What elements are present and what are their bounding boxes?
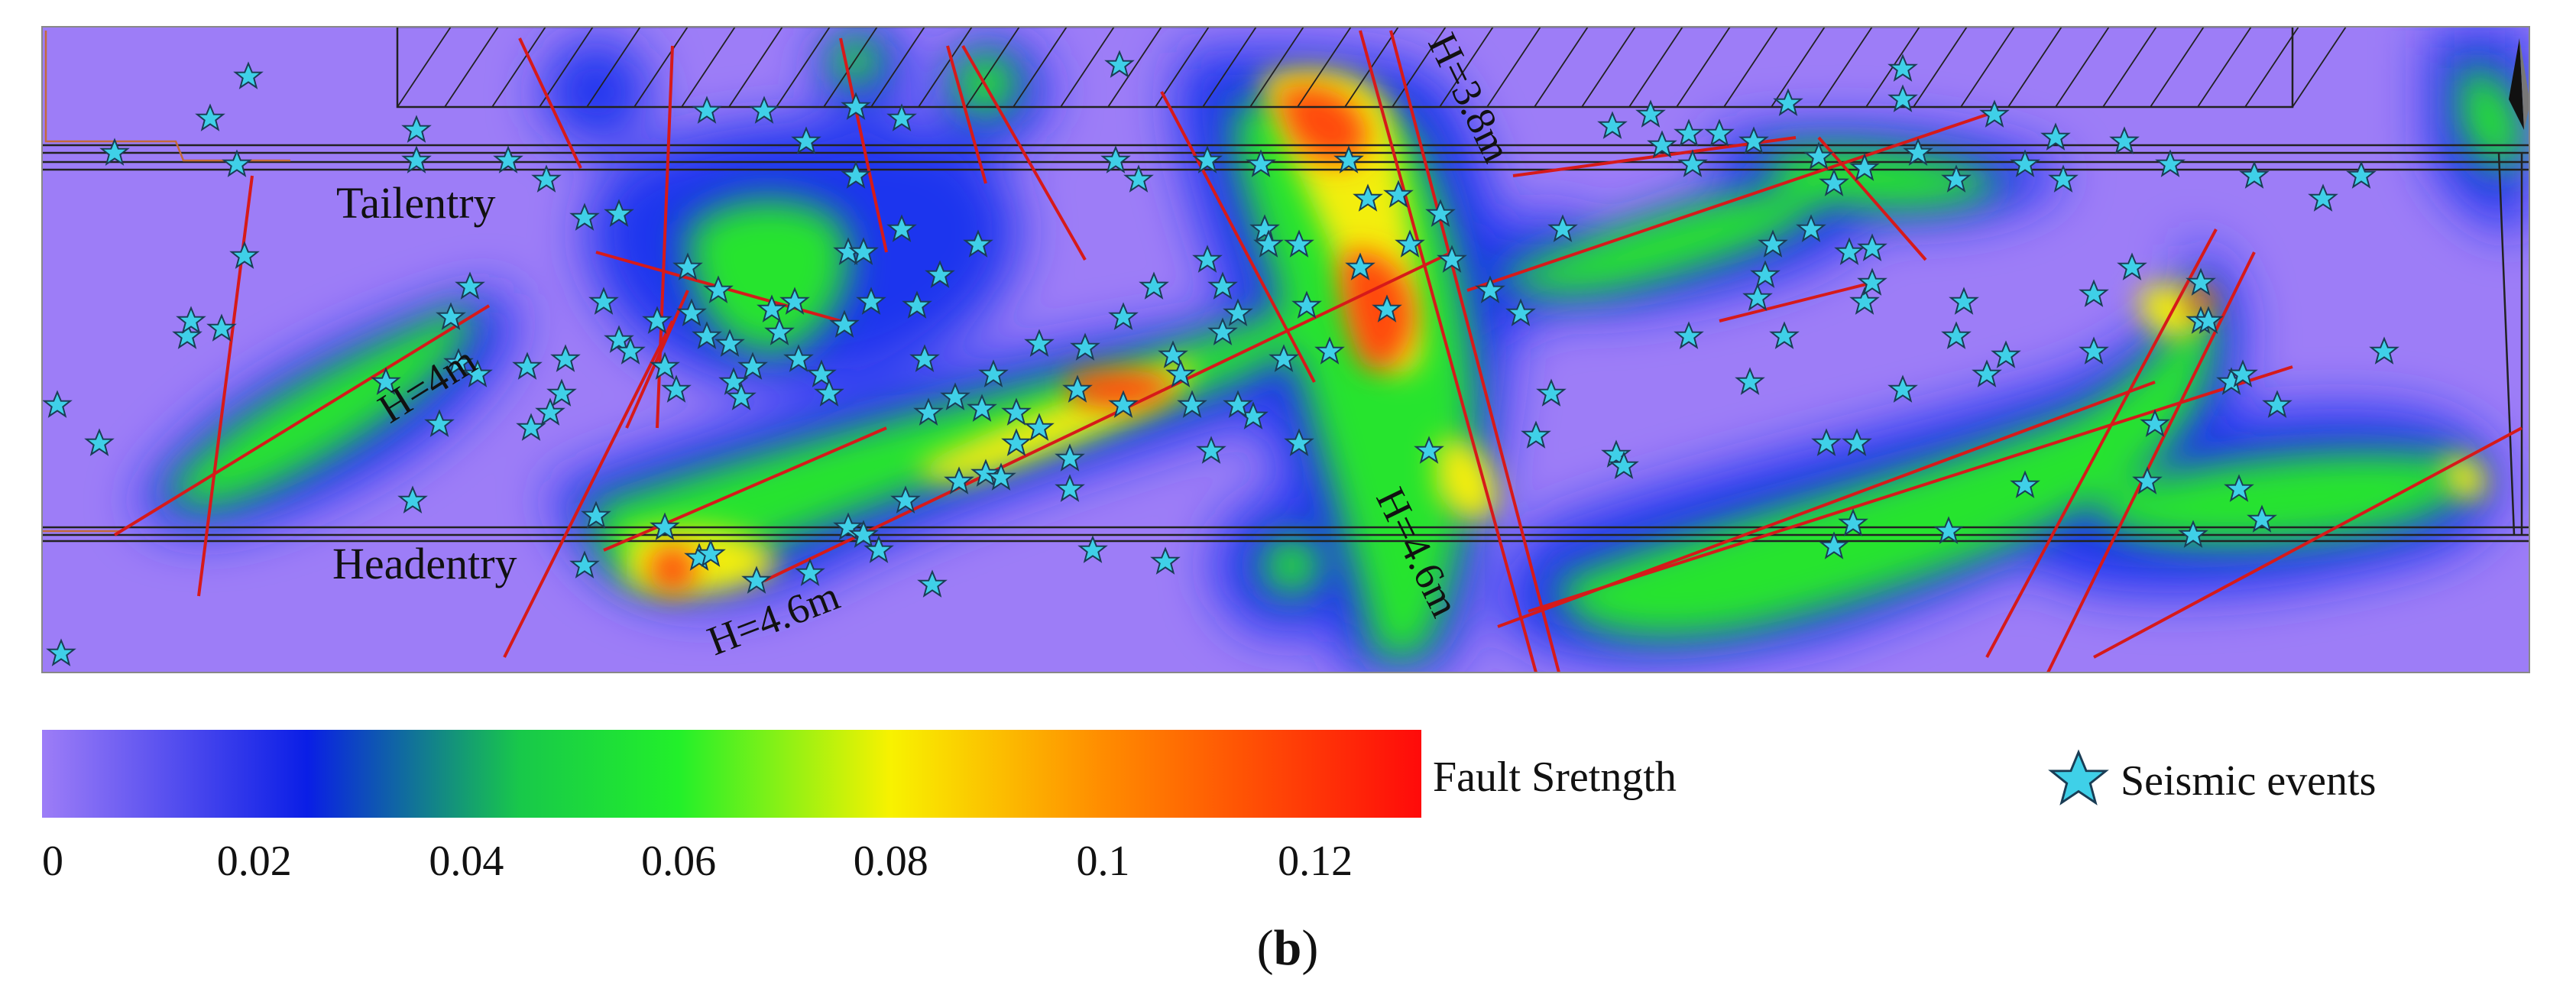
colorbar-tick-label: 0.02	[217, 838, 292, 885]
map-frame	[41, 26, 2530, 673]
colorbar-gradient	[42, 730, 1421, 818]
legend: Seismic events	[2049, 750, 2376, 805]
panel-caption: (b)	[1257, 920, 1319, 976]
colorbar-tick-label: 0.04	[429, 838, 504, 885]
colorbar-tick-label: 0.12	[1278, 838, 1353, 885]
colorbar-tick-label: 0.1	[1076, 838, 1129, 885]
colorbar-tick-label: 0.06	[641, 838, 716, 885]
star-icon	[2049, 750, 2108, 804]
colorbar-tick-label: 0	[42, 838, 63, 885]
label-headentry: Headentry	[332, 539, 517, 588]
colorbar-tick-label: 0.08	[854, 838, 928, 885]
heatmap-panel	[42, 27, 2529, 673]
legend-label: Seismic events	[2121, 757, 2376, 805]
colorbar-title: Fault Sretngth	[1433, 754, 1677, 801]
tailentry-roadway	[42, 31, 2529, 171]
fault-lines	[113, 30, 2523, 673]
north-arrow-icon	[2509, 38, 2529, 130]
label-tailentry: Tailentry	[336, 178, 496, 228]
colorbar: Fault Sretngth 0 0.02 0.04 0.06 0.08 0.1 0.12	[42, 730, 1677, 885]
colorbar-tick-labels: 0 0.02 0.04 0.06 0.08 0.1 0.12	[42, 838, 1353, 885]
